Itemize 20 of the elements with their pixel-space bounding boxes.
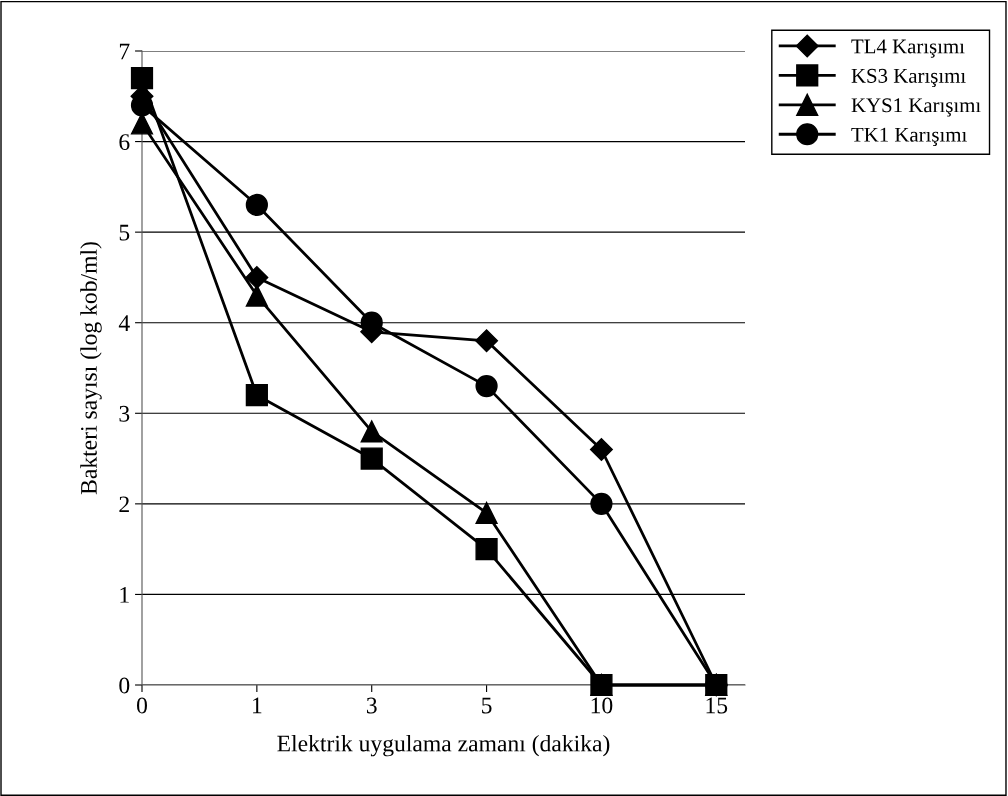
x-tick-label: 1: [253, 697, 262, 714]
x-tick-label: 15: [706, 697, 728, 714]
y-tick-label: 6: [119, 134, 130, 150]
x-tick-label: 10: [591, 697, 613, 714]
y-tick-label: 1: [120, 587, 129, 603]
x-tick-label: 5: [482, 697, 492, 714]
legend-label: KYS1 Karışımı: [851, 98, 981, 117]
x-axis-title: Elektrik uygulama zamanı (dakika): [277, 734, 610, 757]
y-tick-label: 0: [119, 677, 130, 694]
legend-label: TL4 Karışımı: [851, 39, 965, 58]
x-tick-label: 0: [137, 697, 147, 714]
y-tick-label: 7: [119, 43, 130, 60]
legend-label: TK1 Karışımı: [851, 127, 967, 146]
legend-label: KS3 Karışımı: [851, 68, 966, 88]
y-tick-label: 2: [119, 496, 129, 513]
y-tick-label: 3: [119, 405, 130, 422]
x-tick-label: 3: [366, 697, 377, 714]
y-tick-label: 4: [118, 315, 130, 331]
y-tick-label: 5: [119, 224, 130, 241]
y-axis-title: Bakteri sayısı (log kob/ml): [80, 242, 102, 495]
